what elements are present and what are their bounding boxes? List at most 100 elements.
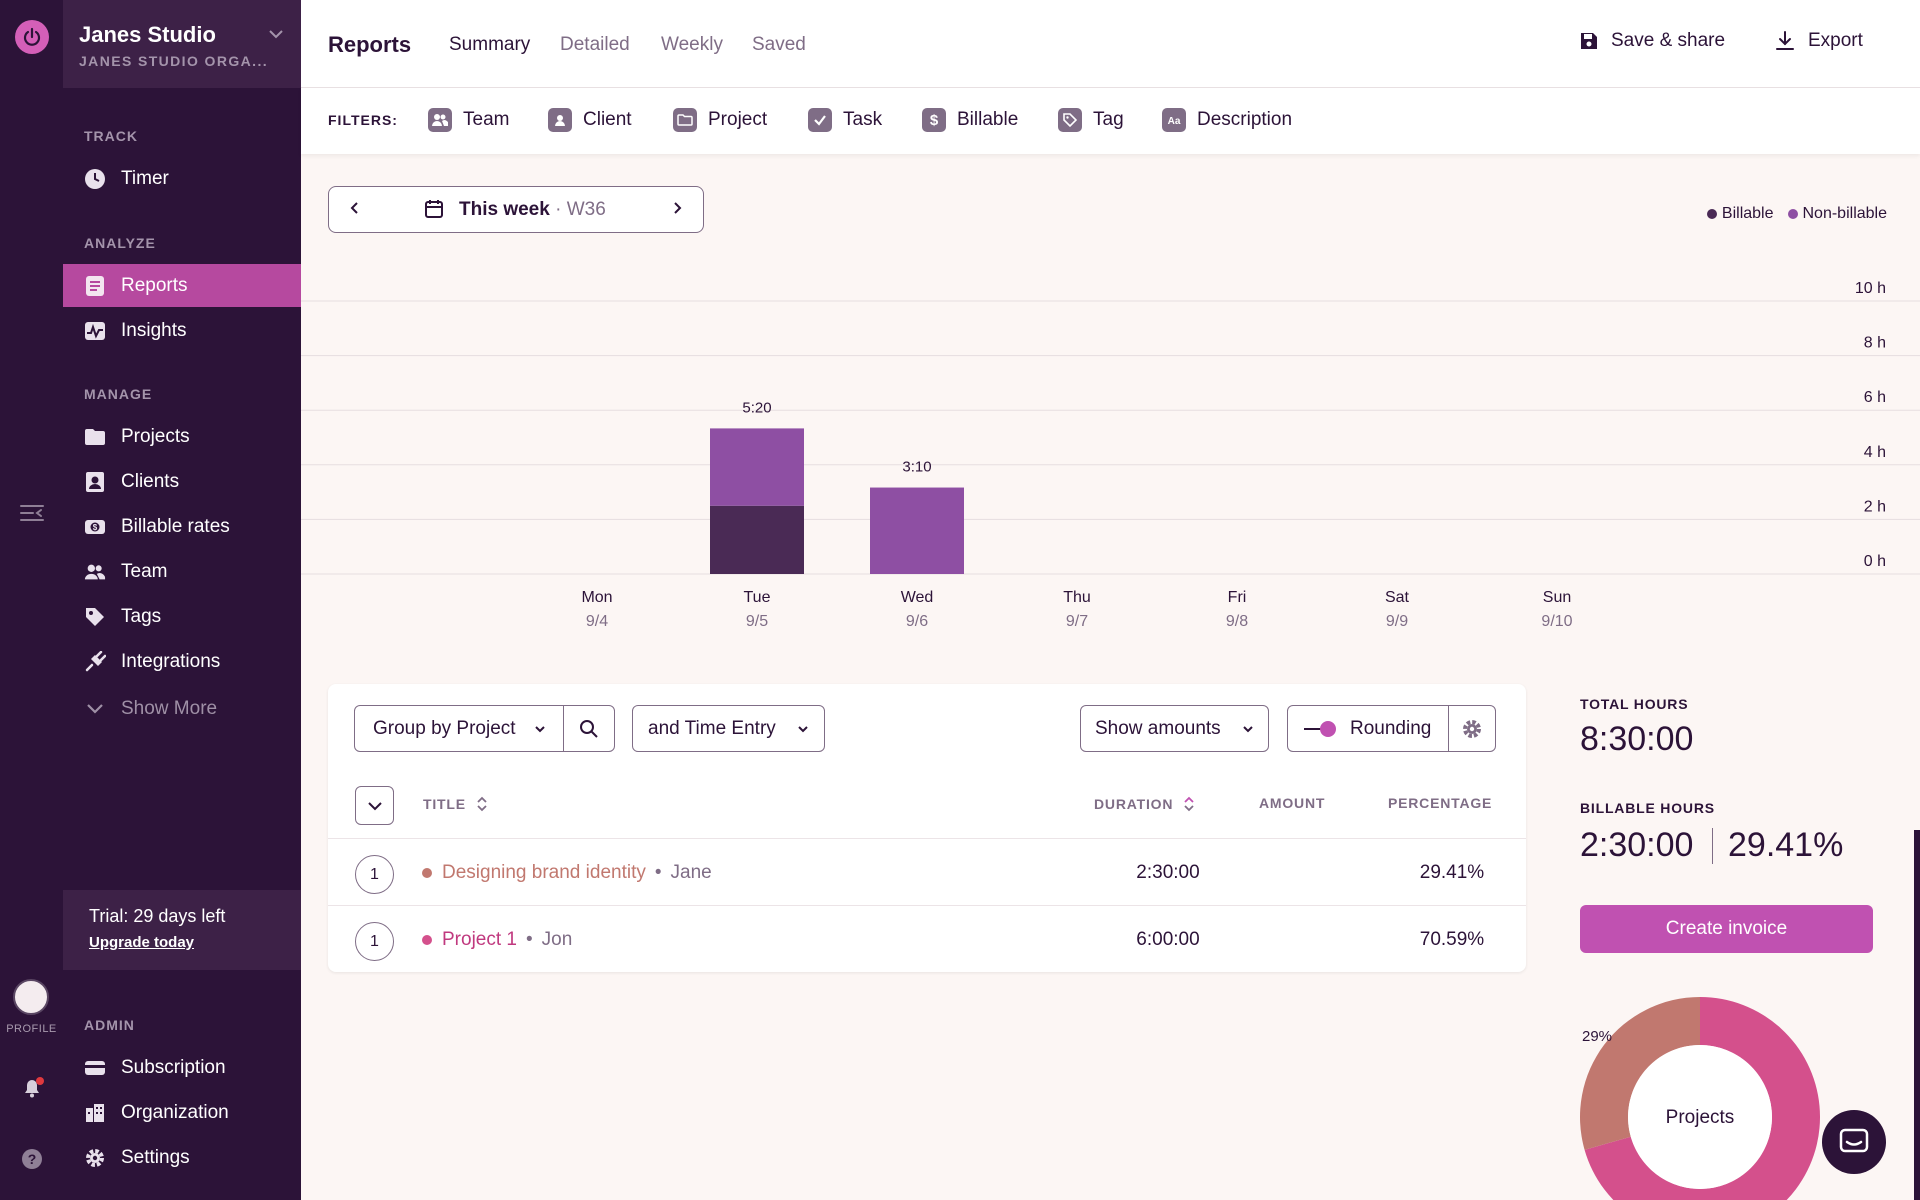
filter-project[interactable]: Project <box>673 108 767 132</box>
legend-label: Billable <box>1721 205 1774 222</box>
sidebar-item-subscription[interactable]: Subscription <box>63 1046 301 1089</box>
sidebar-item-label: Tags <box>121 605 162 627</box>
chevron-down-icon <box>1243 725 1253 732</box>
workspace-org: JANES STUDIO ORGA... <box>79 53 269 69</box>
table-row[interactable]: 1 Project 1 • Jon 6:00:00 70.59% <box>328 905 1526 972</box>
expand-all-button[interactable] <box>355 786 394 825</box>
col-title[interactable]: TITLE <box>423 795 488 813</box>
project-color-dot <box>422 868 432 878</box>
text-icon: Aa <box>1162 108 1186 132</box>
client-icon <box>84 471 106 493</box>
col-title-label: TITLE <box>423 796 466 812</box>
sidebar-item-tags[interactable]: Tags <box>63 595 301 638</box>
filter-description[interactable]: Aa Description <box>1162 108 1292 132</box>
filter-tag[interactable]: Tag <box>1058 108 1124 132</box>
filter-task[interactable]: Task <box>808 108 882 132</box>
bell-icon[interactable] <box>17 1073 47 1103</box>
chevron-down-icon <box>535 725 545 732</box>
project-name[interactable]: Project 1 <box>442 929 517 950</box>
sort-icon <box>1184 796 1194 812</box>
chevron-left-icon[interactable] <box>349 200 361 221</box>
notification-badge <box>36 1077 44 1085</box>
filter-billable[interactable]: $ Billable <box>922 108 1018 132</box>
show-amounts-select[interactable]: Show amounts <box>1080 705 1269 752</box>
tab-weekly[interactable]: Weekly <box>661 34 723 55</box>
sidebar-item-label: Show More <box>121 697 218 719</box>
row-count-badge[interactable]: 1 <box>355 922 394 961</box>
sidebar-item-integrations[interactable]: Integrations <box>63 640 301 683</box>
svg-text:$: $ <box>93 523 98 532</box>
donut-slice[interactable] <box>1580 997 1700 1150</box>
sidebar-item-clients[interactable]: Clients <box>63 460 301 503</box>
scrollbar[interactable] <box>1914 830 1920 1200</box>
x-tick-date: 9/10 <box>1541 613 1572 630</box>
sidebar-item-timer[interactable]: Timer <box>63 157 301 200</box>
chevron-down-icon <box>84 698 106 720</box>
bar-segment-non-billable <box>870 487 964 574</box>
sidebar-item-reports[interactable]: Reports <box>63 264 301 307</box>
tab-summary[interactable]: Summary <box>449 34 531 55</box>
calendar-icon <box>424 199 444 224</box>
hours-bar-chart: 10 h 8 h 6 h 4 h 2 h 0 h Mon 9/4 5:20 Tue 9/5 3:10 W… <box>301 280 1920 630</box>
report-icon <box>84 275 106 297</box>
gear-icon <box>1463 719 1481 738</box>
x-tick-day: Fri <box>1228 589 1247 606</box>
bar-total-label: 3:10 <box>902 459 931 476</box>
x-tick-day: Wed <box>901 589 934 606</box>
power-icon[interactable] <box>15 20 49 54</box>
x-tick-date: 9/6 <box>906 613 928 630</box>
rounding-toggle[interactable]: Rounding <box>1287 705 1450 752</box>
chat-support-button[interactable] <box>1822 1110 1886 1174</box>
col-duration[interactable]: DURATION <box>1094 795 1195 813</box>
filter-team[interactable]: Team <box>428 108 509 132</box>
col-duration-label: DURATION <box>1094 796 1174 812</box>
tab-saved[interactable]: Saved <box>752 34 806 55</box>
table-row[interactable]: 1 Designing brand identity • Jane 2:30:0… <box>328 838 1526 905</box>
sidebar-item-billable-rates[interactable]: $ Billable rates <box>63 505 301 548</box>
rounding-settings-button[interactable] <box>1448 705 1496 752</box>
project-name[interactable]: Designing brand identity <box>442 862 646 883</box>
filter-label: Task <box>843 109 883 130</box>
bar-segment-billable <box>710 505 804 574</box>
billable-rates-icon: $ <box>84 516 106 538</box>
sidebar-item-label: Reports <box>121 274 188 296</box>
row-count-badge[interactable]: 1 <box>355 855 394 894</box>
collapse-menu-icon[interactable] <box>17 498 47 528</box>
team-icon <box>428 108 452 132</box>
donut-slice[interactable] <box>1584 997 1820 1200</box>
group-by-label: Group by Project <box>373 717 516 739</box>
sidebar-item-organization[interactable]: Organization <box>63 1091 301 1134</box>
create-invoice-button[interactable]: Create invoice <box>1580 905 1873 953</box>
sidebar-item-team[interactable]: Team <box>63 550 301 593</box>
help-icon[interactable]: ? <box>17 1144 47 1174</box>
col-amount: AMOUNT <box>1259 795 1326 811</box>
row-percentage: 29.41% <box>1419 862 1485 883</box>
sidebar-item-projects[interactable]: Projects <box>63 415 301 458</box>
upgrade-link[interactable]: Upgrade today <box>89 934 195 951</box>
profile-label: PROFILE <box>6 1023 57 1035</box>
sidebar-show-more[interactable]: Show More <box>63 687 301 730</box>
date-range-picker[interactable]: This week · W36 <box>328 186 704 233</box>
search-button[interactable] <box>563 705 615 752</box>
svg-text:$: $ <box>930 112 939 128</box>
export-button[interactable]: Export <box>1774 30 1863 52</box>
save-share-button[interactable]: Save & share <box>1579 30 1725 52</box>
project-color-dot <box>422 935 432 945</box>
row-percentage: 70.59% <box>1419 929 1485 950</box>
chevron-right-icon[interactable] <box>671 200 683 221</box>
bar-segment-non-billable <box>710 428 804 506</box>
workspace-switcher[interactable]: Janes Studio JANES STUDIO ORGA... <box>63 0 301 88</box>
profile-avatar[interactable] <box>13 979 49 1015</box>
sidebar-item-settings[interactable]: Settings <box>63 1136 301 1179</box>
tag-icon <box>84 606 106 628</box>
section-manage: MANAGE <box>84 386 153 402</box>
filter-client[interactable]: Client <box>548 108 632 132</box>
x-tick-date: 9/7 <box>1066 613 1088 630</box>
tab-detailed[interactable]: Detailed <box>560 34 630 55</box>
group-by-select[interactable]: Group by Project <box>354 705 565 752</box>
subgroup-select[interactable]: and Time Entry <box>632 705 825 752</box>
sidebar-item-label: Timer <box>121 167 169 189</box>
sidebar-item-insights[interactable]: Insights <box>63 309 301 352</box>
divider <box>1712 828 1713 864</box>
member-name: Jane <box>670 862 712 883</box>
